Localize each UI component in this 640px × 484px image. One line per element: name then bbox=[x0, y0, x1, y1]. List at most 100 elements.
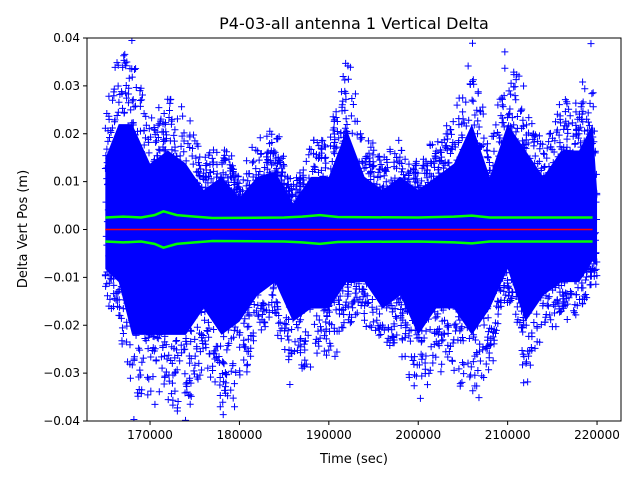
scatter-point bbox=[507, 132, 515, 140]
scatter-point bbox=[154, 160, 162, 168]
scatter-point bbox=[285, 316, 293, 324]
scatter-point bbox=[114, 108, 122, 116]
scatter-point bbox=[129, 192, 137, 200]
scatter-point bbox=[507, 122, 515, 130]
scatter-point bbox=[536, 145, 544, 153]
scatter-point bbox=[237, 271, 245, 279]
scatter-point bbox=[397, 177, 405, 185]
scatter-point bbox=[535, 178, 543, 186]
scatter-point bbox=[329, 126, 337, 134]
scatter-point bbox=[471, 197, 479, 205]
scatter-point bbox=[513, 303, 521, 311]
scatter-point bbox=[545, 219, 553, 227]
scatter-point bbox=[196, 371, 204, 379]
scatter-point bbox=[164, 95, 172, 103]
scatter-point bbox=[119, 151, 127, 159]
scatter-point bbox=[530, 181, 538, 189]
scatter-point bbox=[385, 187, 393, 195]
scatter-point bbox=[563, 135, 571, 143]
scatter-point bbox=[383, 304, 391, 312]
scatter-point bbox=[187, 199, 195, 207]
scatter-point bbox=[494, 171, 502, 179]
scatter-point bbox=[297, 218, 305, 226]
scatter-point bbox=[344, 302, 352, 310]
scatter-point bbox=[268, 219, 276, 227]
scatter-point bbox=[349, 165, 357, 173]
scatter-point bbox=[175, 166, 183, 174]
scatter-point bbox=[169, 259, 177, 267]
scatter-point bbox=[233, 299, 241, 307]
scatter-point bbox=[474, 366, 482, 374]
scatter-point bbox=[390, 194, 398, 202]
scatter-point bbox=[272, 278, 280, 286]
scatter-point bbox=[459, 275, 467, 283]
scatter-point bbox=[286, 272, 294, 280]
scatter-point bbox=[383, 184, 391, 192]
scatter-point bbox=[531, 152, 539, 160]
scatter-point bbox=[130, 262, 138, 270]
scatter-point bbox=[431, 270, 439, 278]
scatter-point bbox=[415, 183, 423, 191]
scatter-point bbox=[109, 192, 117, 200]
scatter-point bbox=[201, 308, 209, 316]
scatter-point bbox=[254, 194, 262, 202]
scatter-point bbox=[184, 219, 192, 227]
scatter-point bbox=[491, 272, 499, 280]
scatter-point bbox=[138, 271, 146, 279]
scatter-point bbox=[315, 342, 323, 350]
scatter-point bbox=[133, 323, 141, 331]
scatter-point bbox=[169, 303, 177, 311]
scatter-point bbox=[125, 141, 133, 149]
scatter-point bbox=[356, 295, 364, 303]
scatter-point bbox=[253, 252, 261, 260]
scatter-point bbox=[438, 317, 446, 325]
scatter-point bbox=[194, 375, 202, 383]
scatter-point bbox=[125, 280, 133, 288]
scatter-point bbox=[512, 128, 520, 136]
scatter-point bbox=[122, 82, 130, 90]
scatter-point bbox=[585, 122, 593, 130]
scatter-point bbox=[143, 373, 151, 381]
scatter-point bbox=[449, 339, 457, 347]
scatter-point bbox=[128, 316, 136, 324]
y-tick-label: 0.02 bbox=[53, 127, 80, 141]
scatter-point bbox=[519, 328, 527, 336]
scatter-point bbox=[183, 203, 191, 211]
scatter-point bbox=[281, 327, 289, 335]
scatter-point bbox=[195, 329, 203, 337]
scatter-point bbox=[370, 172, 378, 180]
scatter-point bbox=[102, 152, 110, 160]
scatter-point bbox=[476, 189, 484, 197]
scatter-point bbox=[474, 167, 482, 175]
scatter-point bbox=[331, 184, 339, 192]
scatter-point bbox=[131, 136, 139, 144]
scatter-point bbox=[210, 326, 218, 334]
scatter-point bbox=[122, 62, 130, 70]
scatter-point bbox=[538, 276, 546, 284]
scatter-point bbox=[146, 331, 154, 339]
scatter-point bbox=[292, 263, 300, 271]
scatter-point bbox=[576, 139, 584, 147]
scatter-point bbox=[231, 188, 239, 196]
scatter-point bbox=[298, 251, 306, 259]
scatter-point bbox=[245, 285, 253, 293]
scatter-point bbox=[446, 149, 454, 157]
scatter-point bbox=[158, 213, 166, 221]
scatter-point bbox=[551, 278, 559, 286]
scatter-point bbox=[476, 279, 484, 287]
scatter-point bbox=[243, 157, 251, 165]
scatter-point bbox=[216, 391, 224, 399]
scatter-point bbox=[327, 165, 335, 173]
scatter-point bbox=[180, 129, 188, 137]
scatter-point bbox=[362, 153, 370, 161]
scatter-point bbox=[577, 243, 585, 251]
scatter-point bbox=[567, 253, 575, 261]
scatter-point bbox=[255, 218, 263, 226]
scatter-point bbox=[182, 170, 190, 178]
scatter-point bbox=[439, 306, 447, 314]
scatter-point bbox=[195, 203, 203, 211]
scatter-point bbox=[172, 272, 180, 280]
scatter-point bbox=[415, 268, 423, 276]
scatter-point bbox=[224, 318, 232, 326]
scatter-point bbox=[587, 281, 595, 289]
